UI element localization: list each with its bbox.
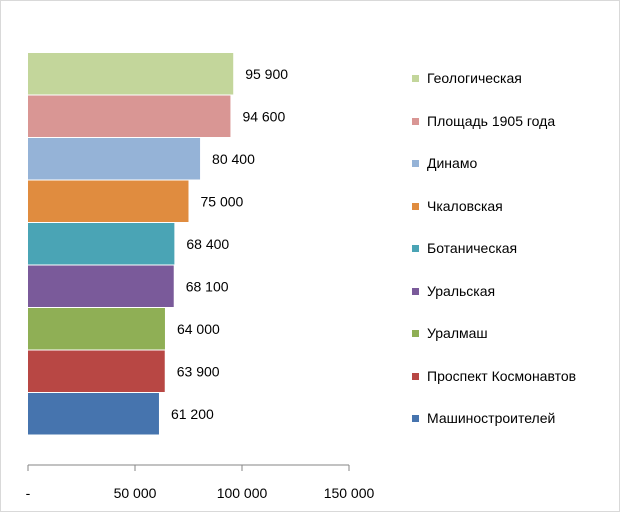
bar <box>28 223 175 265</box>
legend-item: Геологическая <box>412 61 617 104</box>
legend-label: Ботаническая <box>427 240 518 256</box>
legend-item: Ботаническая <box>412 231 617 274</box>
legend-label: Чкаловская <box>427 197 503 214</box>
bar-value-label: 64 000 <box>177 321 220 337</box>
legend-swatch <box>412 202 419 210</box>
bar-value-label: 61 200 <box>171 406 214 422</box>
legend-label: Геологическая <box>427 70 522 86</box>
legend-label: Проспект Космонавтов <box>427 367 577 384</box>
legend-swatch <box>412 415 419 422</box>
legend-item: Уралмаш <box>412 316 617 359</box>
bar <box>28 393 159 435</box>
legend-item: Динамо <box>412 146 617 189</box>
bar-value-label: 63 900 <box>177 363 220 379</box>
chart-legend: Геологическая Площадь 1905 года Динамо Чкал… <box>412 61 617 444</box>
legend-swatch <box>412 330 419 337</box>
bar-value-label: 68 400 <box>186 236 229 252</box>
legend-swatch <box>412 245 419 252</box>
legend-item: Чкаловская <box>412 189 617 232</box>
x-tick-label: 100 000 <box>217 485 268 501</box>
bar <box>28 308 165 350</box>
legend-item: Площадь 1905 года <box>412 104 617 147</box>
legend-label: Уральская <box>427 282 496 299</box>
bar-value-label: 80 400 <box>212 151 255 167</box>
legend-swatch <box>412 372 419 380</box>
legend-label: Машиностроителей <box>427 410 556 426</box>
x-tick-label: - <box>26 485 31 501</box>
x-tick-label: 50 000 <box>114 485 157 501</box>
legend-item: Машиностроителей <box>412 401 617 444</box>
bar <box>28 53 234 95</box>
bar-value-label: 68 100 <box>186 278 229 294</box>
x-tick-label: 150 000 <box>324 485 375 501</box>
bar <box>28 180 189 222</box>
bar <box>28 138 201 180</box>
legend-item: Проспект Космонавтов <box>412 359 617 402</box>
bar-value-label: 95 900 <box>245 66 288 82</box>
legend-label: Площадь 1905 года <box>427 112 556 129</box>
legend-item: Уральская <box>412 274 617 317</box>
bar-value-label: 75 000 <box>201 193 244 209</box>
bar-value-label: 94 600 <box>242 108 285 124</box>
legend-swatch <box>412 75 419 82</box>
bar <box>28 265 174 307</box>
legend-swatch <box>412 287 419 295</box>
legend-swatch <box>412 160 419 167</box>
bar <box>28 95 231 137</box>
bar <box>28 350 165 392</box>
legend-swatch <box>412 117 419 125</box>
legend-label: Уралмаш <box>427 325 488 341</box>
legend-label: Динамо <box>427 155 478 171</box>
